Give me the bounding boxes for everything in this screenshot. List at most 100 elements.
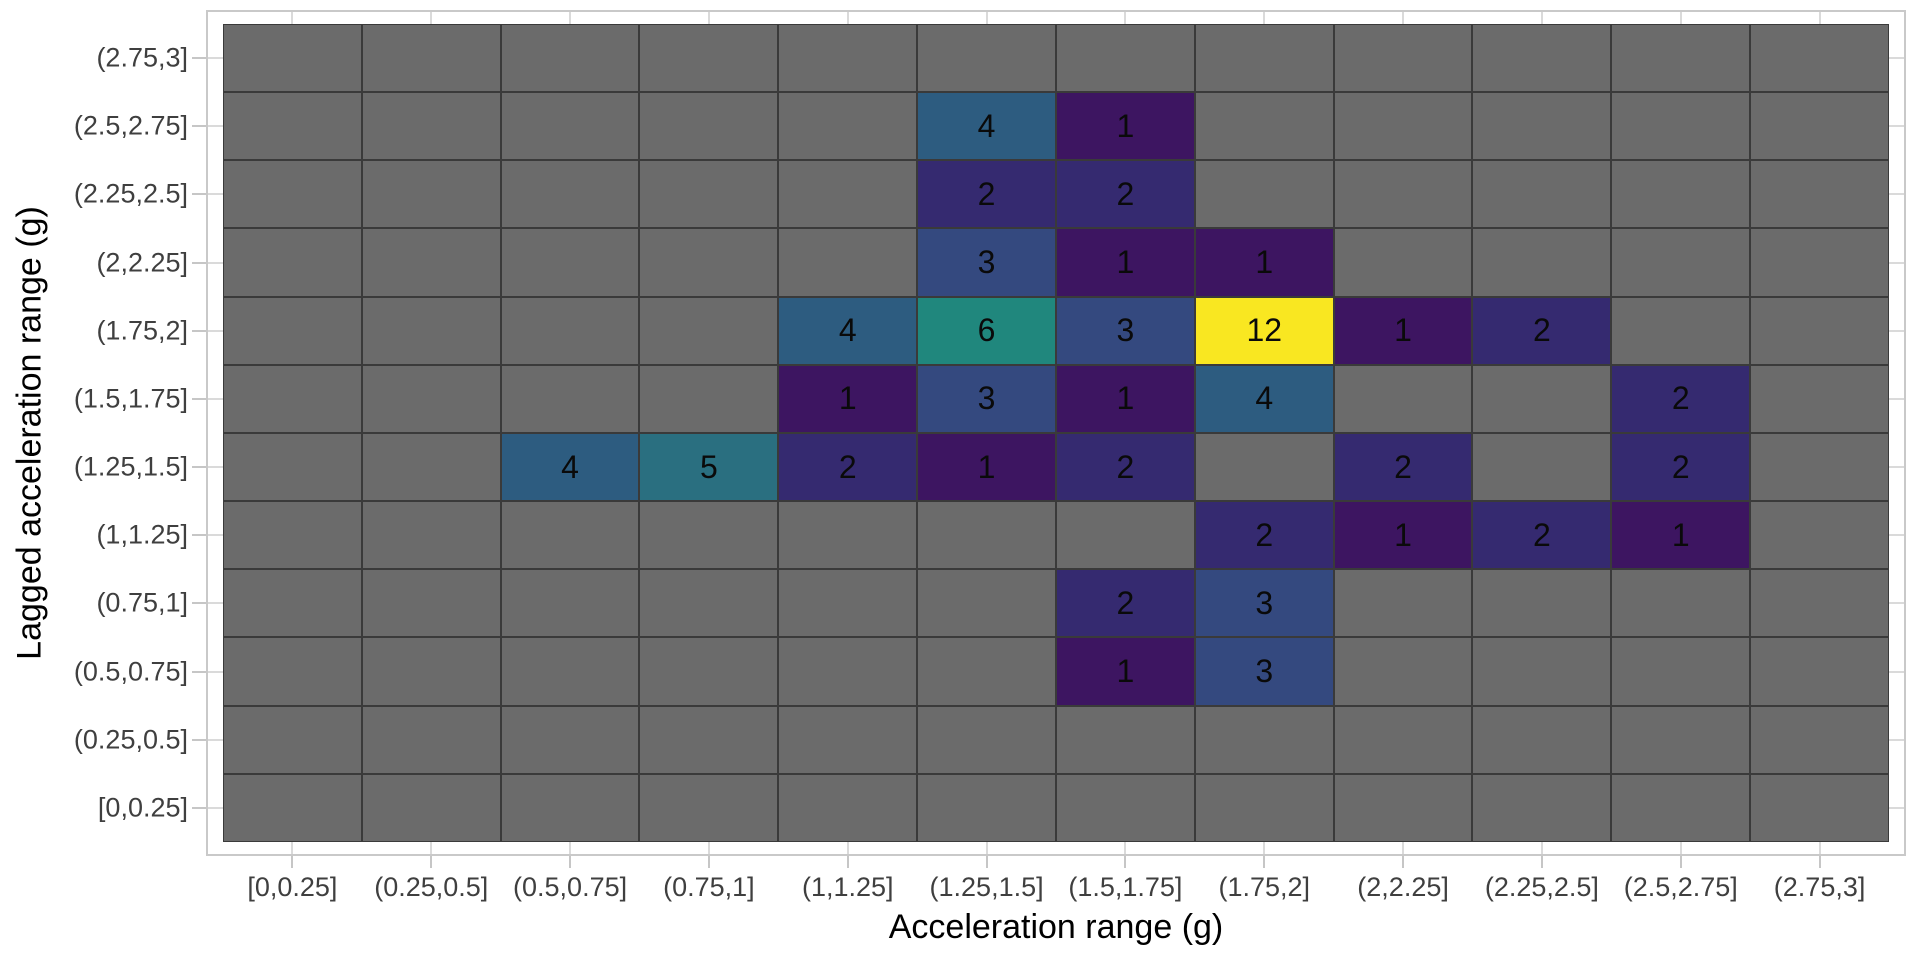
heatmap-cell-empty [639, 637, 779, 706]
y-axis-tick [192, 602, 206, 605]
heatmap-cell-empty [1611, 569, 1751, 638]
y-tick-label: (1.75,2] [96, 315, 188, 346]
y-axis-tick [192, 534, 206, 537]
y-tick-label: (1.5,1.75] [73, 383, 188, 414]
y-axis-tick [192, 193, 206, 196]
heatmap-cell-empty [223, 432, 362, 502]
heatmap-cell-empty [639, 364, 779, 433]
x-tick-label: (0.75,1] [663, 872, 755, 902]
heatmap-cell: 3 [1194, 569, 1334, 638]
heatmap-cell-empty [500, 773, 640, 842]
y-tick-label: [0,0.25] [97, 792, 188, 823]
heatmap-cell-empty [917, 501, 1056, 570]
heatmap-cell-empty [223, 296, 362, 365]
heatmap-cell-empty [500, 228, 640, 297]
heatmap-cell: 2 [1611, 364, 1751, 433]
y-axis-tick [192, 466, 206, 469]
x-tick-label: (0.5,0.75] [513, 872, 628, 902]
heatmap-cell-empty [639, 569, 779, 638]
y-tick-label: (2,2.25] [96, 247, 188, 278]
heatmap-cell: 12 [1194, 296, 1334, 365]
heatmap-cell: 1 [1055, 637, 1195, 706]
x-axis-tick [1263, 856, 1266, 868]
x-tick-label: (2.25,2.5] [1484, 872, 1599, 902]
heatmap-cell: 3 [1194, 637, 1334, 706]
heatmap-cell-empty [639, 501, 779, 570]
heatmap-cell: 1 [778, 364, 918, 433]
y-axis-tick [192, 670, 206, 673]
heatmap-cell-empty [1055, 705, 1195, 774]
heatmap-cell-empty [1472, 92, 1612, 161]
heatmap-cell-empty [1472, 569, 1612, 638]
heatmap-cell-empty [361, 364, 501, 433]
heatmap-cell-empty [1750, 364, 1889, 433]
heatmap-cell-empty [500, 501, 640, 570]
heatmap-cell: 2 [1472, 501, 1612, 570]
heatmap-cell-empty [500, 92, 640, 161]
heatmap-cell: 1 [1194, 228, 1334, 297]
heatmap-cell: 1 [1055, 364, 1195, 433]
heatmap-cell-empty [361, 160, 501, 229]
x-axis-tick [1540, 856, 1543, 868]
x-tick-label: (2.5,2.75] [1623, 872, 1738, 902]
heatmap-cell-empty [1333, 24, 1473, 93]
heatmap-cell-empty [639, 92, 779, 161]
heatmap-cell-empty [1750, 705, 1889, 774]
heatmap-cell: 6 [917, 296, 1056, 365]
heatmap-cell-empty [500, 637, 640, 706]
heatmap-cell-empty [361, 773, 501, 842]
heatmap-cell-empty [917, 569, 1056, 638]
x-tick-label: [0,0.25] [247, 872, 338, 902]
heatmap-cell-empty [223, 501, 362, 570]
heatmap-cell: 2 [917, 160, 1056, 229]
heatmap-cell-empty [778, 637, 918, 706]
heatmap-cell-empty [223, 92, 362, 161]
heatmap-cell-empty [1611, 228, 1751, 297]
heatmap-cell-empty [778, 705, 918, 774]
heatmap-cell-empty [778, 501, 918, 570]
heatmap-tiles: 4 1 2 2 3 1 1 4 6 3 12 1 2 1 3 1 4 2 4 5 2 1 2 2 2 2 1 2 1 2 3 1 3 [223, 24, 1889, 842]
heatmap-cell: 4 [1194, 364, 1334, 433]
heatmap-cell-empty [1472, 705, 1612, 774]
heatmap-cell-empty [1750, 228, 1889, 297]
x-tick-label: (1.25,1.5] [929, 872, 1044, 902]
y-tick-label: (2.75,3] [96, 42, 188, 73]
heatmap-cell-empty [361, 569, 501, 638]
heatmap-cell-empty [1611, 160, 1751, 229]
x-axis-tick [291, 856, 294, 868]
heatmap-cell-empty [223, 24, 362, 93]
heatmap-cell-empty [1333, 773, 1473, 842]
heatmap-cell-empty [1611, 637, 1751, 706]
heatmap-cell-empty [1194, 705, 1334, 774]
heatmap-cell-empty [1750, 24, 1889, 93]
heatmap-cell-empty [223, 705, 362, 774]
x-axis-tick [1124, 856, 1127, 868]
heatmap-cell-empty [500, 364, 640, 433]
heatmap-cell-empty [778, 569, 918, 638]
heatmap-cell-empty [1333, 569, 1473, 638]
y-axis-tick [192, 738, 206, 741]
heatmap-cell-empty [223, 569, 362, 638]
heatmap-cell-empty [1750, 501, 1889, 570]
x-axis-tick [430, 856, 433, 868]
heatmap-cell-empty [223, 773, 362, 842]
y-axis-tick [192, 397, 206, 400]
heatmap-cell-empty [917, 637, 1056, 706]
heatmap-cell-empty [639, 773, 779, 842]
heatmap-cell-empty [1472, 432, 1612, 502]
heatmap-cell: 1 [1055, 92, 1195, 161]
heatmap-cell-empty [1611, 296, 1751, 365]
x-axis-tick [1402, 856, 1405, 868]
heatmap-cell-empty [1472, 637, 1612, 706]
heatmap-cell: 1 [1055, 228, 1195, 297]
heatmap-cell-empty [1194, 432, 1334, 502]
heatmap-cell: 2 [1194, 501, 1334, 570]
heatmap-cell: 2 [1611, 432, 1751, 502]
x-tick-label: (1,1.25] [801, 872, 894, 902]
heatmap-cell-empty [361, 432, 501, 502]
heatmap-cell: 1 [917, 432, 1056, 502]
heatmap-cell-empty [1472, 24, 1612, 93]
heatmap-cell-empty [1333, 705, 1473, 774]
heatmap-cell: 3 [917, 228, 1056, 297]
heatmap-cell-empty [1750, 569, 1889, 638]
